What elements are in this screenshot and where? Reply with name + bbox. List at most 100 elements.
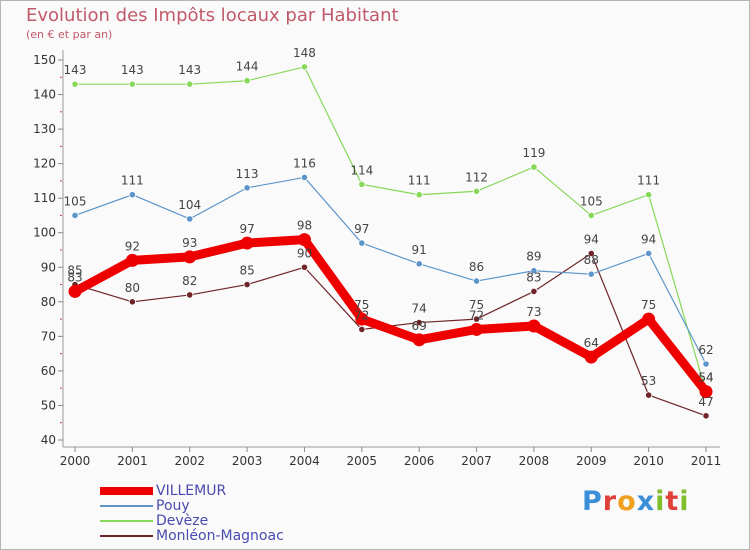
data-label: 86	[469, 260, 484, 274]
x-tick-label: 2007	[461, 454, 492, 468]
data-point	[243, 184, 251, 192]
data-label: 143	[64, 63, 87, 77]
y-tick-label: 100	[33, 226, 56, 240]
data-label: 98	[297, 219, 312, 233]
data-point	[645, 249, 653, 258]
data-label: 144	[236, 60, 259, 74]
data-label: 85	[67, 264, 82, 278]
data-label: 94	[641, 232, 656, 246]
data-label: 97	[354, 222, 369, 236]
data-point	[68, 284, 82, 298]
series-line-monl-on-magnoac	[74, 252, 707, 417]
data-point	[412, 333, 426, 347]
data-label: 116	[293, 156, 316, 170]
data-label: 89	[526, 250, 541, 264]
data-label: 72	[354, 308, 369, 322]
data-point	[358, 180, 366, 188]
data-point	[645, 391, 653, 399]
data-point	[702, 412, 710, 420]
logo-letter: i	[655, 486, 666, 517]
data-point	[297, 233, 311, 247]
data-label: 113	[236, 167, 259, 181]
data-label: 148	[293, 46, 316, 60]
data-label: 93	[182, 236, 197, 250]
data-point	[415, 191, 423, 199]
data-point	[642, 312, 656, 326]
x-tick-label: 2011	[691, 454, 722, 468]
legend-item: VILLEMUR	[100, 484, 340, 499]
x-tick-label: 2003	[232, 454, 263, 468]
legend-item: Monléon-Magnoac	[100, 529, 340, 544]
data-label: 82	[182, 274, 197, 288]
data-label: 112	[465, 170, 488, 184]
y-tick-label: 60	[41, 364, 56, 378]
data-label: 85	[239, 264, 254, 278]
x-tick-label: 2005	[347, 454, 378, 468]
data-point	[472, 315, 481, 323]
legend: VILLEMUR Pouy Devèze Monléon-Magnoac	[100, 484, 340, 544]
series-line-pouy	[74, 176, 707, 365]
data-label: 104	[178, 198, 201, 212]
proxiti-logo: Proxiti	[582, 486, 690, 517]
data-label: 74	[412, 302, 427, 316]
legend-swatch	[100, 487, 153, 495]
data-point	[125, 253, 139, 267]
data-point	[300, 263, 309, 271]
data-label: 64	[584, 336, 599, 350]
logo-letter: P	[582, 486, 603, 517]
logo-letter: i	[679, 486, 690, 517]
y-tick-label: 120	[33, 157, 56, 171]
data-label: 75	[469, 298, 484, 312]
x-tick-label: 2001	[117, 454, 148, 468]
data-label: 83	[526, 270, 541, 284]
data-label: 92	[125, 239, 140, 253]
data-point	[702, 360, 710, 368]
x-tick-label: 2004	[289, 454, 320, 468]
legend-item: Pouy	[100, 499, 340, 514]
y-tick-label: 80	[41, 295, 56, 309]
legend-swatch	[100, 505, 153, 507]
logo-letter: r	[602, 486, 618, 517]
data-label: 69	[412, 319, 427, 333]
legend-item: Devèze	[100, 514, 340, 529]
data-point	[699, 385, 713, 399]
data-label: 97	[239, 222, 254, 236]
data-point	[128, 80, 136, 88]
data-label: 83	[67, 270, 82, 284]
data-label: 75	[641, 298, 656, 312]
data-point	[530, 267, 538, 275]
data-point	[128, 191, 136, 199]
chart-subtitle: (en € et par an)	[26, 28, 113, 41]
legend-label: Devèze	[156, 513, 209, 529]
series-line-dev-ze	[74, 66, 707, 393]
data-label: 111	[408, 174, 431, 188]
data-point	[358, 325, 366, 334]
data-point	[645, 191, 653, 199]
data-label: 114	[350, 163, 373, 177]
data-point	[587, 249, 595, 258]
data-point	[584, 350, 598, 364]
data-point	[71, 80, 79, 88]
data-label: 54	[698, 371, 713, 385]
y-tick-label: 110	[33, 191, 56, 205]
data-label: 72	[469, 308, 484, 322]
logo-letter: x	[636, 486, 656, 517]
data-label: 105	[64, 194, 87, 208]
data-point	[472, 277, 481, 285]
data-label: 90	[297, 246, 312, 260]
x-tick-label: 2006	[404, 454, 435, 468]
legend-label: Pouy	[156, 498, 190, 514]
data-point	[358, 239, 366, 247]
data-label: 91	[412, 243, 427, 257]
data-point	[243, 77, 251, 85]
data-point	[587, 270, 595, 278]
data-label: 47	[698, 395, 713, 409]
data-label: 53	[641, 374, 656, 388]
data-point	[527, 319, 541, 333]
y-tick-label: 90	[41, 260, 56, 274]
data-point	[530, 287, 538, 296]
x-tick-label: 2010	[633, 454, 664, 468]
data-label: 80	[125, 281, 140, 295]
data-point	[186, 80, 194, 88]
y-tick-label: 140	[33, 88, 56, 102]
